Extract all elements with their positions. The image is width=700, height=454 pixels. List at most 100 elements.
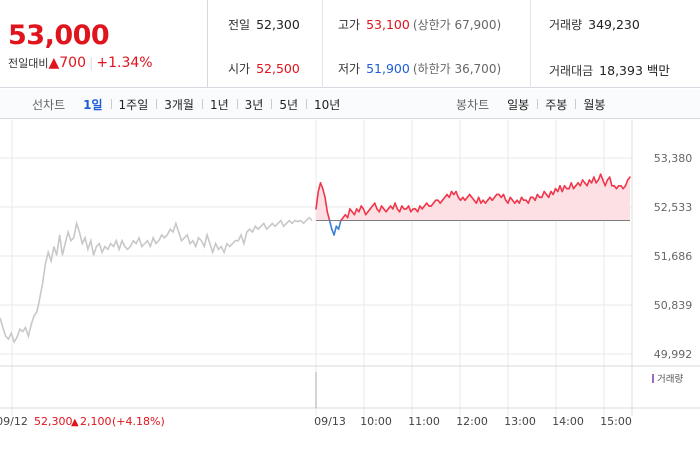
- tab-1d[interactable]: 1일: [83, 97, 103, 112]
- prev-close-value: 52,300: [256, 17, 300, 32]
- prev-day-price: 52,300: [34, 415, 73, 428]
- x-tick-label: 11:00: [408, 415, 440, 428]
- series-segment-today: [317, 182, 322, 193]
- series-segment-today: [527, 196, 532, 204]
- series-segment-today: [599, 173, 604, 181]
- y-tick-label: 51,686: [654, 250, 693, 263]
- tab-1y[interactable]: 1년: [201, 96, 237, 113]
- series-segment-today: [502, 193, 507, 202]
- volume-label: 거래량: [549, 18, 583, 32]
- volume-legend-label: 거래량: [657, 373, 683, 385]
- price-chart[interactable]: 53,380 52,533 51,686 50,839 49,992 거래량 09/12…: [0, 120, 700, 450]
- series-segment-today: [593, 176, 597, 184]
- series-segment-today: [608, 176, 613, 187]
- tab-weekly[interactable]: 주봉: [537, 96, 575, 113]
- tab-monthly[interactable]: 월봉: [575, 96, 613, 113]
- prev-day-rate: (+4.18%): [112, 415, 165, 428]
- amount-cell: 거래대금 18,393 백만: [549, 60, 670, 79]
- low-cell: 저가 51,900 (하한가 36,700): [338, 60, 501, 77]
- price-panel: 53,000 전일대비▲700 | +1.34%: [0, 0, 208, 88]
- series-segment-today: [604, 179, 609, 187]
- series-segment-today: [561, 184, 566, 193]
- high-label: 고가: [338, 18, 361, 32]
- amount-label: 거래대금: [549, 64, 594, 78]
- x-axis: 09/12 09/13 10:00 11:00 12:00 13:00 14:00 15:00…: [0, 415, 632, 428]
- low-label: 저가: [338, 62, 361, 76]
- chart-lines: [0, 173, 631, 344]
- current-price: 53,000: [8, 20, 110, 51]
- change-row: 전일대비▲700 | +1.34%: [8, 55, 153, 71]
- change-rate: +1.34%: [96, 55, 153, 71]
- y-axis-labels: 53,380 52,533 51,686 50,839 49,992: [654, 152, 693, 361]
- x-tick-label: 09/12: [0, 415, 28, 428]
- series-segment-today: [477, 196, 482, 204]
- series-segment-today: [507, 196, 512, 204]
- series-segment-today: [534, 193, 539, 202]
- open-label: 시가: [228, 62, 251, 76]
- y-tick-label: 52,533: [654, 201, 693, 214]
- quote-header: 53,000 전일대비▲700 | +1.34% 전일 52,300 시가 52,500…: [0, 0, 700, 88]
- series-line-prev-day: [0, 216, 313, 344]
- series-segment-today: [353, 208, 358, 216]
- tab-3m[interactable]: 3개월: [156, 96, 202, 113]
- x-tick-label: 13:00: [504, 415, 536, 428]
- series-segment-today: [315, 190, 320, 210]
- candle-chart-tabs: 봉차트 일봉 주봉 월봉: [456, 89, 613, 119]
- series-segment-today: [346, 208, 351, 219]
- line-chart-tabs: 선차트 1일 1주일 3개월 1년 3년 5년 10년: [32, 89, 348, 119]
- series-segment-today: [358, 205, 362, 213]
- prev-day-change: 2,100: [80, 415, 112, 428]
- lower-limit: (하한가 36,700): [412, 62, 502, 76]
- chart-grid: [0, 120, 633, 416]
- candle-chart-label: 봉차트: [456, 97, 490, 112]
- divider: [530, 0, 531, 88]
- volume-value: 349,230: [588, 17, 640, 32]
- x-tick-label: 10:00: [360, 415, 392, 428]
- change-label: 전일대비: [8, 57, 49, 70]
- series-segment-today: [416, 205, 421, 213]
- series-segment-today: [324, 196, 329, 213]
- y-tick-label: 50,839: [654, 299, 693, 312]
- tab-3y[interactable]: 3년: [236, 96, 272, 113]
- series-segment-today: [394, 202, 399, 210]
- change-value: 700: [59, 55, 86, 71]
- volume-cell: 거래량 349,230: [549, 16, 640, 33]
- series-segment-today: [333, 225, 338, 236]
- volume-legend-swatch: [652, 374, 654, 383]
- price-chart-svg: 53,380 52,533 51,686 50,839 49,992 거래량 09/12…: [0, 120, 700, 428]
- tab-10y[interactable]: 10년: [306, 96, 348, 113]
- series-segment-today: [626, 176, 631, 181]
- series-segment-today: [570, 182, 575, 190]
- series-segment-today: [378, 205, 383, 213]
- series-segment-today: [552, 187, 557, 196]
- up-arrow-icon: ▲: [48, 55, 60, 71]
- amount-value: 18,393 백만: [599, 63, 670, 78]
- series-segment-today: [541, 190, 545, 199]
- series-segment-today: [373, 202, 378, 210]
- low-value: 51,900: [366, 61, 410, 76]
- series-segment-today: [398, 205, 403, 213]
- high-value: 53,100: [366, 17, 410, 32]
- series-segment-today: [328, 219, 333, 230]
- series-segment-today: [362, 208, 367, 216]
- prev-day-arrow-icon: ▲: [71, 417, 79, 428]
- chart-fill: [316, 174, 630, 221]
- line-chart-label: 선차트: [32, 97, 66, 112]
- y-tick-label: 49,992: [654, 348, 693, 361]
- tab-5y[interactable]: 5년: [271, 96, 306, 113]
- x-tick-label: 12:00: [456, 415, 488, 428]
- series-segment-today: [547, 190, 552, 199]
- divider: [322, 0, 323, 88]
- series-segment-today: [407, 205, 412, 213]
- series-segment-today: [624, 179, 629, 187]
- tab-daily[interactable]: 일봉: [507, 97, 530, 112]
- prev-close-label: 전일: [228, 18, 251, 32]
- series-segment-today: [455, 190, 460, 199]
- volume-pane: 거래량: [0, 365, 700, 409]
- series-segment-today: [586, 179, 591, 187]
- series-segment-today: [319, 182, 324, 190]
- x-tick-label: 14:00: [552, 415, 584, 428]
- tab-1w[interactable]: 1주일: [110, 96, 157, 113]
- open-value: 52,500: [256, 61, 300, 76]
- high-cell: 고가 53,100 (상한가 67,900): [338, 16, 501, 33]
